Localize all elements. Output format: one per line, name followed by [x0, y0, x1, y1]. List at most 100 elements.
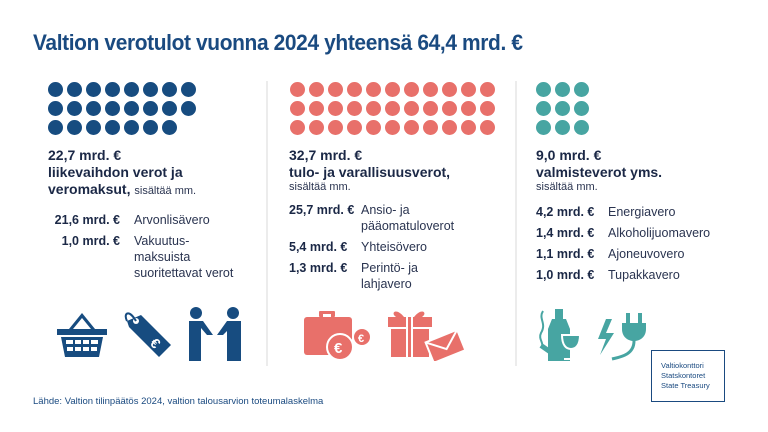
value-dot [385, 82, 400, 97]
value-dot [423, 101, 438, 116]
column-divider [515, 81, 517, 366]
svg-text:€: € [358, 333, 364, 345]
category-amount: 32,7 mrd. € [289, 147, 363, 163]
value-dot [404, 82, 419, 97]
column-income: 32,7 mrd. € tulo- ja varallisuusverot, s… [289, 147, 504, 297]
dot-grid-vat [48, 82, 196, 135]
value-dot [181, 82, 196, 97]
value-dot [385, 120, 400, 135]
value-dot [423, 120, 438, 135]
value-dot [536, 82, 551, 97]
value-dot [555, 120, 570, 135]
handshake-icon [187, 305, 243, 366]
value-dot [290, 120, 305, 135]
value-dot [480, 101, 495, 116]
value-dot [181, 101, 196, 116]
column-vat: 22,7 mrd. € liikevaihdon verot ja veroma… [48, 147, 263, 286]
euro-price-tag-icon: € [121, 307, 175, 366]
dot-grid-income [290, 82, 495, 135]
value-dot [328, 120, 343, 135]
value-dot [48, 120, 63, 135]
category-amount: 22,7 mrd. € [48, 147, 122, 163]
tax-item: 4,2 mrd. € Energiavero [536, 205, 676, 219]
value-dot [67, 120, 82, 135]
column-divider [266, 81, 268, 366]
icon-row-vat: € [55, 305, 243, 366]
column-excise: 9,0 mrd. € valmisteverot yms. sisältää m… [536, 147, 756, 288]
value-dot [442, 101, 457, 116]
value-dot [105, 101, 120, 116]
tax-item: 21,6 mrd. € Arvonlisävero [54, 213, 210, 227]
category-title: valmisteverot yms. [536, 164, 663, 180]
value-dot [143, 82, 158, 97]
value-dot [105, 82, 120, 97]
value-dot [536, 120, 551, 135]
value-dot [328, 82, 343, 97]
value-dot [574, 82, 589, 97]
tax-item: 1,0 mrd. € Vakuutus- maksuista suoritett… [61, 234, 234, 280]
value-dot [143, 120, 158, 135]
value-dot [347, 101, 362, 116]
value-dot [67, 82, 82, 97]
value-dot [442, 82, 457, 97]
value-dot [105, 120, 120, 135]
icon-row-income: € € [302, 305, 467, 366]
value-dot [162, 82, 177, 97]
tax-item: 5,4 mrd. € Yhteisövero [289, 240, 428, 254]
tax-item: 1,3 mrd. € Perintö- ja lahjavero [289, 261, 418, 291]
value-dot [366, 101, 381, 116]
value-dot [461, 101, 476, 116]
page-title: Valtion verotulot vuonna 2024 yhteensä 6… [33, 30, 523, 55]
shopping-basket-icon [55, 307, 109, 366]
value-dot [347, 120, 362, 135]
value-dot [290, 82, 305, 97]
value-dot [574, 101, 589, 116]
value-dot [162, 101, 177, 116]
value-dot [124, 120, 139, 135]
state-treasury-logo: Valtiokonttori Statskontoret State Treas… [651, 350, 725, 402]
dot-grid-excise [536, 82, 589, 135]
briefcase-euro-icon: € € [302, 305, 374, 366]
value-dot [143, 101, 158, 116]
value-dot [442, 120, 457, 135]
value-dot [48, 82, 63, 97]
value-dot [404, 120, 419, 135]
gift-envelope-icon [386, 305, 467, 366]
value-dot [536, 101, 551, 116]
value-dot [309, 101, 324, 116]
value-dot [67, 101, 82, 116]
value-dot [86, 101, 101, 116]
value-dot [309, 82, 324, 97]
category-title: liikevaihdon verot ja [48, 164, 183, 180]
value-dot [290, 101, 305, 116]
value-dot [347, 82, 362, 97]
tax-item: 25,7 mrd. € Ansio- ja pääomatuloverot [289, 203, 455, 233]
value-dot [366, 120, 381, 135]
value-dot [385, 101, 400, 116]
tax-item: 1,1 mrd. € Ajoneuvovero [536, 247, 685, 261]
category-amount: 9,0 mrd. € [536, 147, 602, 163]
value-dot [124, 101, 139, 116]
value-dot [404, 101, 419, 116]
electric-plug-icon [594, 305, 654, 368]
includes-note: sisältää mm. [134, 185, 197, 197]
source-note: Lähde: Valtion tilinpäätös 2024, valtion… [33, 396, 324, 407]
bottle-wine-cigarette-icon [538, 305, 582, 368]
value-dot [86, 120, 101, 135]
value-dot [162, 120, 177, 135]
includes-note: sisältää mm. [289, 181, 351, 193]
value-dot [574, 120, 589, 135]
value-dot [555, 101, 570, 116]
value-dot [461, 120, 476, 135]
value-dot [480, 82, 495, 97]
value-dot [555, 82, 570, 97]
includes-note: sisältää mm. [536, 181, 598, 193]
svg-text:€: € [334, 340, 343, 357]
value-dot [48, 101, 63, 116]
value-dot [309, 120, 324, 135]
value-dot [480, 120, 495, 135]
value-dot [423, 82, 438, 97]
tax-item: 1,0 mrd. € Tupakkavero [536, 268, 680, 282]
category-title-line2: veromaksut, sisältää mm. [48, 181, 197, 197]
category-title: tulo- ja varallisuusverot, [289, 164, 451, 180]
